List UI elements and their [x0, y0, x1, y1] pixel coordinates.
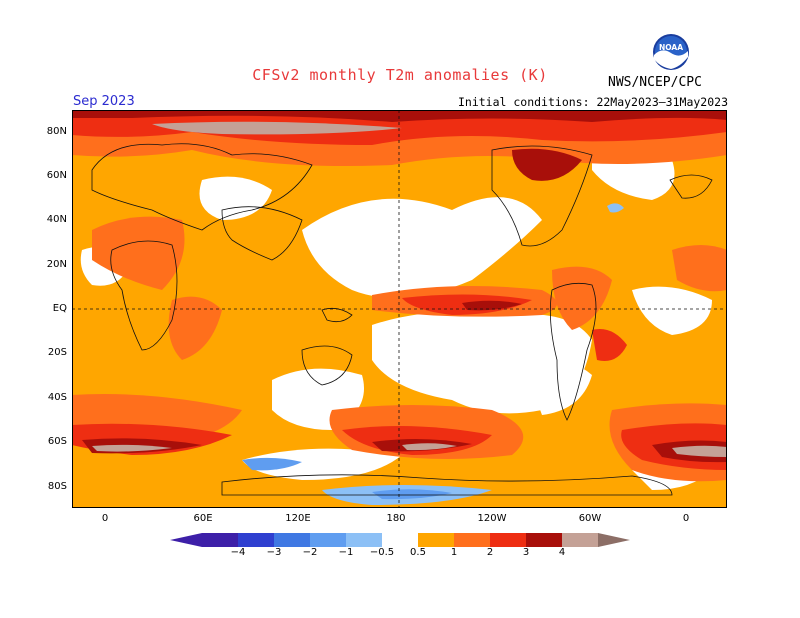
- colorbar-cell: [454, 533, 491, 547]
- latitude-label: 40N: [46, 214, 67, 225]
- latitude-label: 40S: [47, 392, 67, 403]
- colorbar-label: 3: [522, 547, 530, 558]
- longitude-label: 60E: [193, 513, 213, 524]
- colorbar-svg: [170, 533, 630, 547]
- noaa-logo-icon: NOAA: [652, 33, 690, 75]
- colorbar-cell: [382, 533, 419, 547]
- chart-title: CFSv2 monthly T2m anomalies (K): [252, 66, 548, 84]
- colorbar-label: −4: [230, 547, 246, 558]
- colorbar-label: −0.5: [369, 547, 395, 558]
- colorbar-label: −3: [266, 547, 282, 558]
- forecast-month: Sep 2023: [73, 94, 135, 109]
- colorbar-arrow-right: [598, 533, 630, 547]
- anomaly-map-svg: [72, 110, 727, 508]
- latitude-label: 80N: [46, 126, 67, 137]
- latitude-label: 60N: [46, 170, 67, 181]
- extreme-anomaly-regions: [92, 121, 727, 457]
- colorbar-label: 2: [486, 547, 494, 558]
- colorbar: [170, 532, 630, 551]
- reference-lines: [72, 110, 727, 508]
- colorbar-cell: [202, 533, 239, 547]
- latitude-label: EQ: [52, 303, 67, 314]
- longitude-label: 60W: [578, 513, 602, 524]
- longitude-label: 0: [682, 513, 690, 524]
- map-frame: [72, 110, 727, 508]
- colorbar-label: 1: [450, 547, 458, 558]
- colorbar-label: −2: [302, 547, 318, 558]
- colorbar-cell: [274, 533, 311, 547]
- colorbar-cell: [238, 533, 275, 547]
- latitude-label: 60S: [47, 436, 67, 447]
- latitude-label: 20N: [46, 259, 67, 270]
- longitude-label: 120E: [285, 513, 311, 524]
- longitude-label: 0: [101, 513, 109, 524]
- colorbar-cell: [490, 533, 527, 547]
- colorbar-cell: [310, 533, 347, 547]
- colorbar-cell: [526, 533, 563, 547]
- colorbar-arrow-left: [170, 533, 202, 547]
- colorbar-label: 0.5: [410, 547, 426, 558]
- noaa-logo-text: NOAA: [659, 43, 683, 52]
- colorbar-cell: [562, 533, 599, 547]
- colorbar-cell: [346, 533, 383, 547]
- latitude-label: 20S: [47, 347, 67, 358]
- anomaly-map: [72, 110, 727, 512]
- colorbar-cell: [418, 533, 455, 547]
- longitude-label: 120W: [477, 513, 507, 524]
- coastlines: [91, 143, 713, 496]
- very-strong-anomaly-regions: [72, 110, 727, 463]
- agency-label: NWS/NCEP/CPC: [608, 75, 702, 90]
- initial-conditions: Initial conditions: 22May2023–31May2023: [457, 95, 728, 109]
- latitude-label: 80S: [47, 481, 67, 492]
- longitude-label: 180: [386, 513, 406, 524]
- colorbar-label: −1: [338, 547, 354, 558]
- colorbar-label: 4: [558, 547, 566, 558]
